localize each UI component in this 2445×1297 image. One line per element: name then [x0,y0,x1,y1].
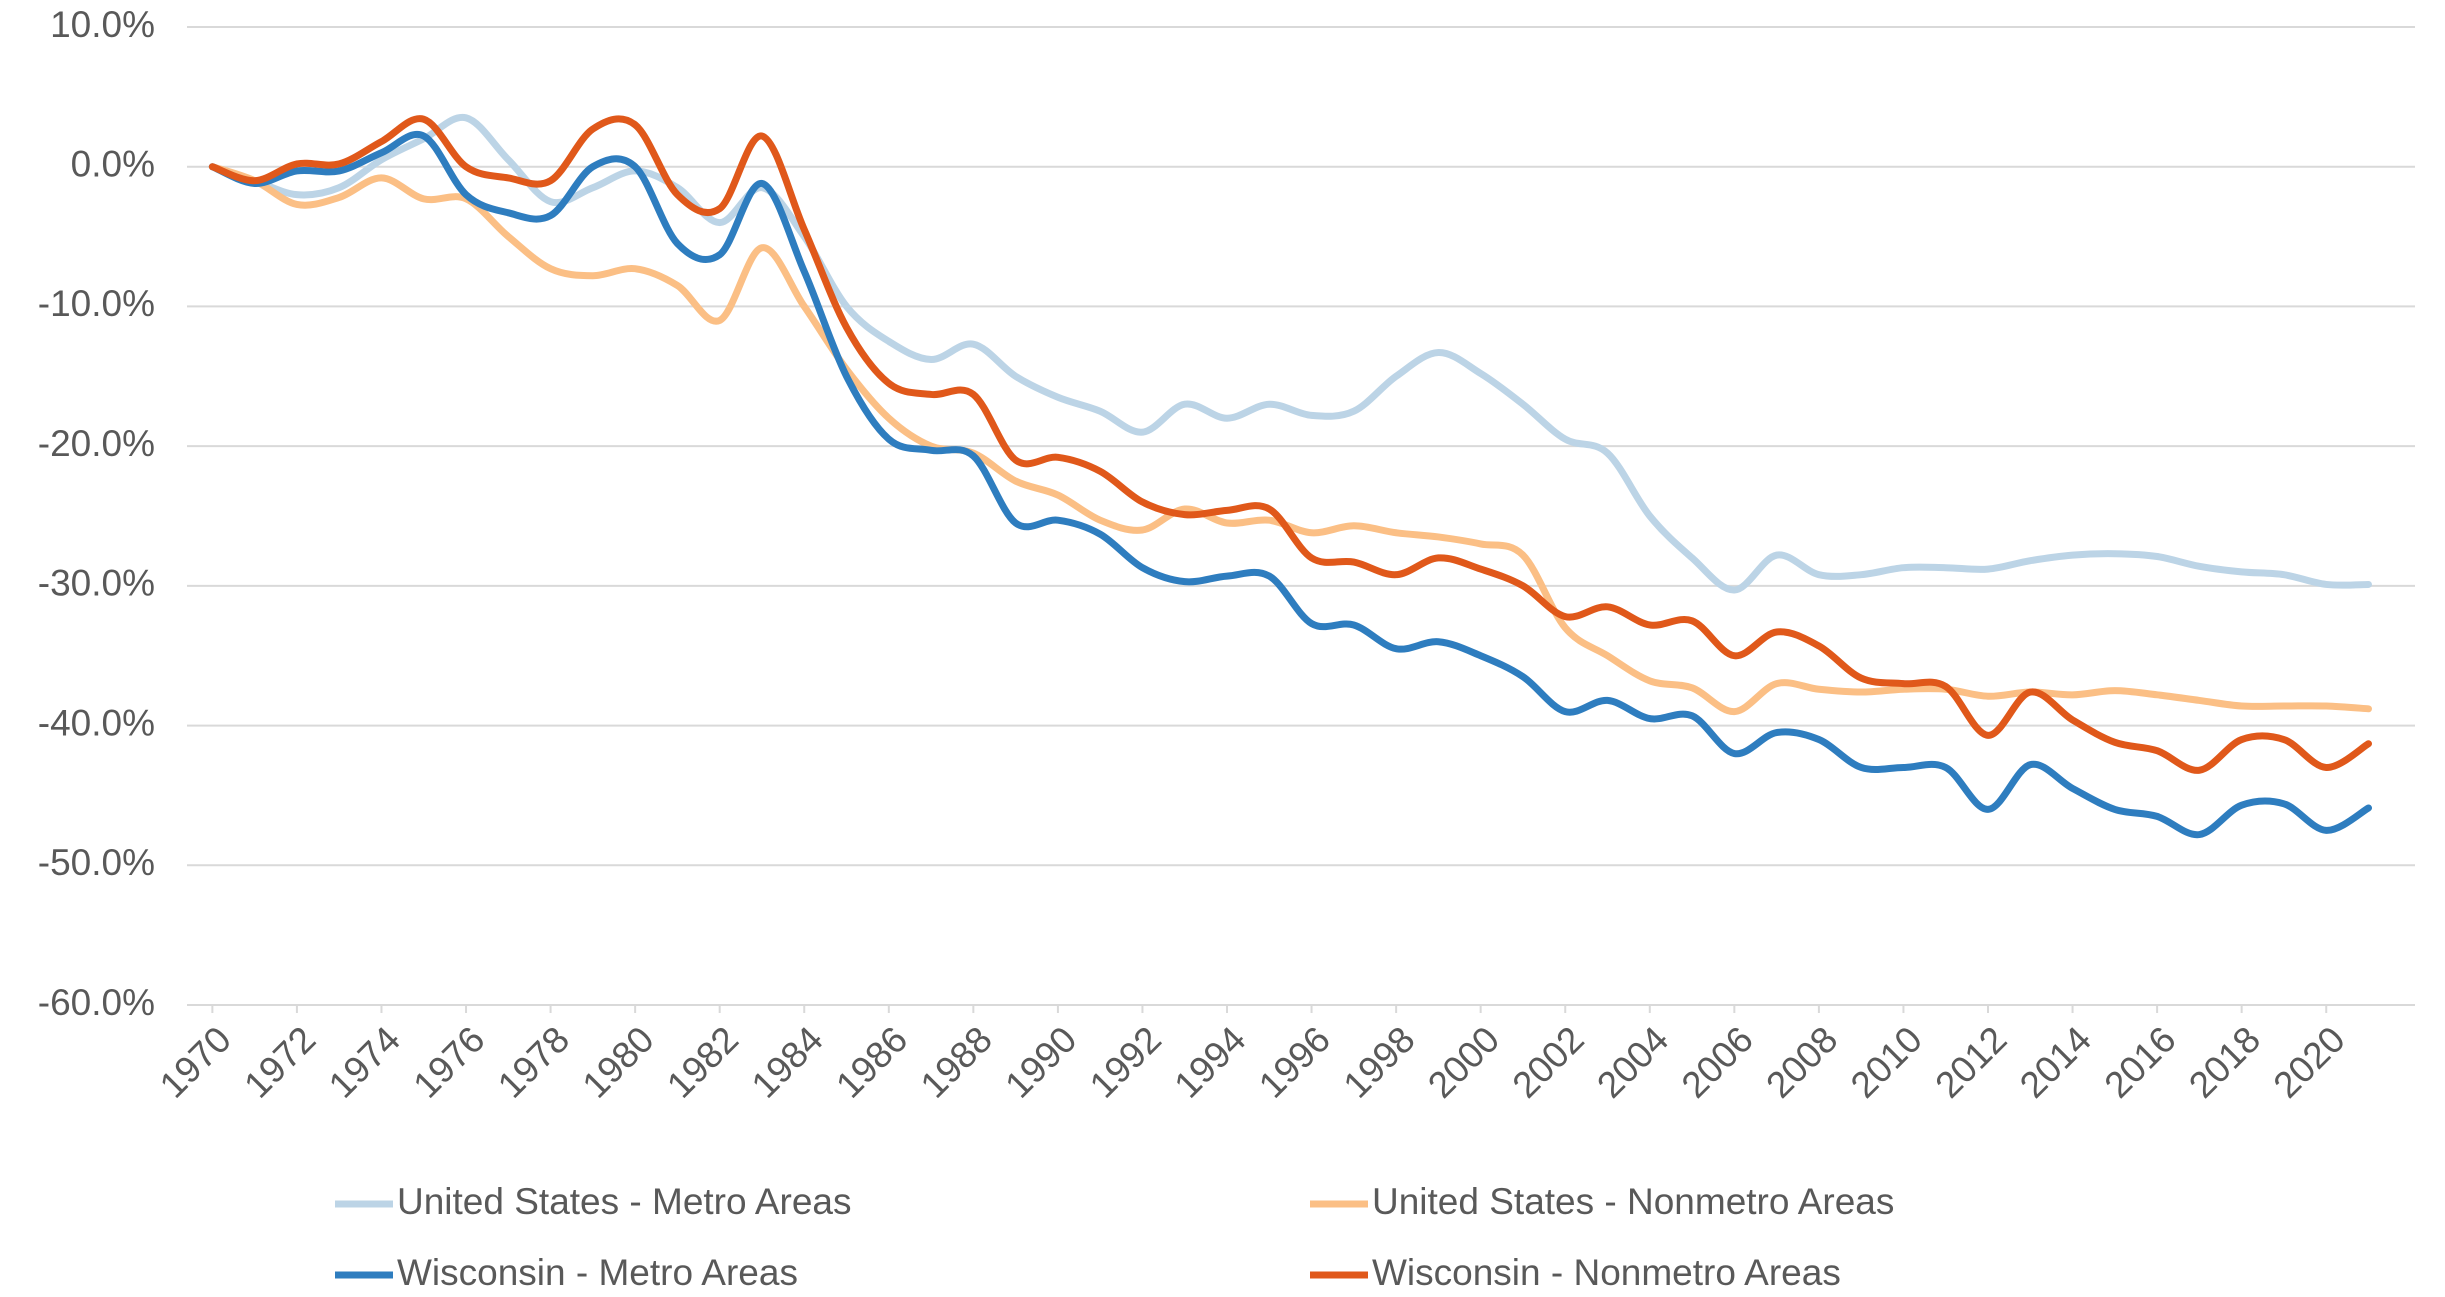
y-tick-label: -10.0% [38,283,155,324]
x-tick-label: 1974 [321,1019,408,1106]
x-tick-label: 1996 [1251,1019,1338,1106]
y-tick-label: 10.0% [50,4,155,45]
x-tick-label: 1984 [744,1019,831,1106]
legend-label: Wisconsin - Metro Areas [397,1252,798,1293]
x-tick-label: 1972 [236,1019,323,1106]
x-tick-label: 2014 [2012,1019,2099,1106]
x-tick-label: 2004 [1589,1019,1676,1106]
x-tick-label: 2012 [1927,1019,2014,1106]
y-tick-label: -30.0% [38,563,155,604]
series-line [208,113,2372,594]
x-tick-label: 2010 [1843,1019,1930,1106]
y-tick-label: 0.0% [71,143,155,184]
series-line [208,115,2372,774]
x-tick-label: 1982 [659,1019,746,1106]
x-tick-label: 2002 [1505,1019,1592,1106]
x-tick-label: 1992 [1082,1019,1169,1106]
x-tick-label: 2008 [1758,1019,1845,1106]
x-tick-label: 1994 [1166,1019,1253,1106]
series-line [208,130,2372,839]
y-tick-label: -60.0% [38,982,155,1023]
x-tick-label: 2006 [1674,1019,1761,1106]
x-tick-label: 2000 [1420,1019,1507,1106]
x-tick-label: 1990 [997,1019,1084,1106]
x-tick-label: 1980 [575,1019,662,1106]
x-tick-label: 1970 [152,1019,239,1106]
x-tick-label: 1978 [490,1019,577,1106]
x-tick-label: 2016 [2096,1019,2183,1106]
legend-label: United States - Metro Areas [397,1181,851,1222]
y-tick-label: -50.0% [38,842,155,883]
x-tick-label: 1988 [913,1019,1000,1106]
legend-label: United States - Nonmetro Areas [1372,1181,1894,1222]
x-tick-label: 1998 [1336,1019,1423,1106]
x-tick-label: 2018 [2181,1019,2268,1106]
y-tick-label: -20.0% [38,423,155,464]
y-tick-label: -40.0% [38,702,155,743]
series-line [208,163,2372,716]
x-tick-label: 1976 [405,1019,492,1106]
legend-label: Wisconsin - Nonmetro Areas [1372,1252,1841,1293]
x-tick-label: 2020 [2266,1019,2353,1106]
x-tick-label: 1986 [828,1019,915,1106]
